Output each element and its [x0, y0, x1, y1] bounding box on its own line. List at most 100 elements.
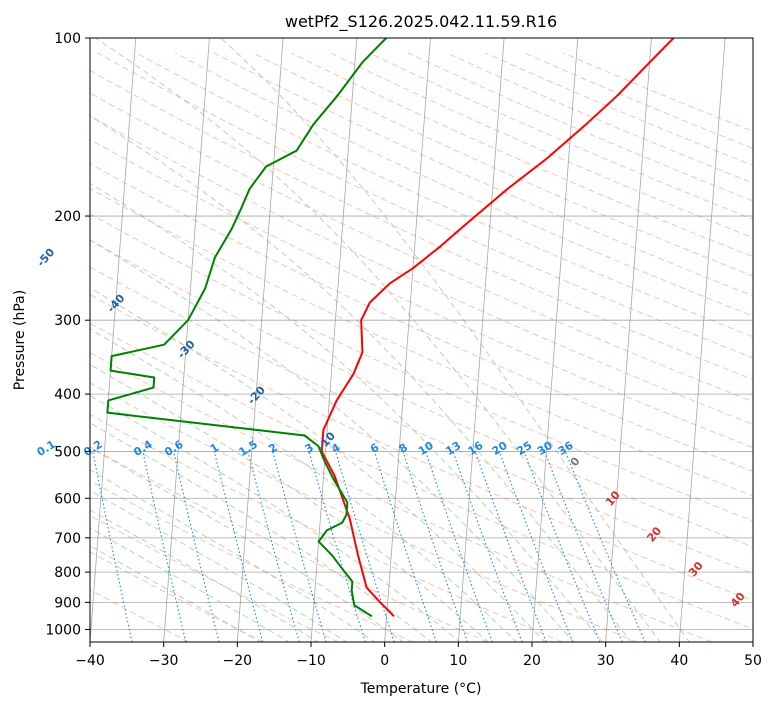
x-tick-label: 0 [380, 653, 389, 669]
isotherm [457, 38, 505, 642]
dry-adiabat [90, 322, 753, 630]
mixing-ratio-line [308, 451, 366, 642]
mixing-ratio-label: 1 [208, 441, 221, 456]
mixing-ratio-label: 0.6 [162, 438, 186, 460]
y-tick-label: 1000 [45, 622, 81, 638]
moist-adiabat [90, 239, 575, 642]
isotherm [90, 38, 137, 642]
moist-adiabat [220, 38, 690, 642]
dry-adiabat-label: -40 [105, 291, 128, 315]
moist-adiabat [90, 287, 546, 642]
x-axis: −40 −30 −20 −10 0 10 20 30 40 50 [75, 642, 762, 669]
x-tick-label: −10 [296, 653, 326, 669]
x-tick-label: 20 [523, 653, 541, 669]
isotherms [90, 38, 753, 642]
mixing-ratio-line [142, 451, 187, 642]
profile-series [106, 38, 675, 618]
moist-adiabat [90, 545, 262, 642]
dry-adiabat [90, 382, 638, 642]
moist-adiabat [90, 422, 433, 642]
mixing-ratio-label: 0.4 [131, 438, 155, 460]
dry-adiabat [90, 413, 563, 642]
isotherm [678, 38, 726, 642]
moist-adiabat [90, 446, 404, 642]
moist-adiabat [90, 527, 291, 642]
mixing-ratio-label: 1.5 [237, 438, 260, 459]
y-axis: 100 200 300 400 500 600 700 800 900 1000 [45, 31, 90, 638]
mixing-ratio-line [425, 451, 493, 642]
mixing-ratio-line [92, 451, 133, 642]
dry-adiabat [407, 52, 753, 202]
dry-adiabat [174, 52, 753, 317]
moist-adiabat-label: 40 [728, 590, 748, 610]
y-tick-label: 500 [54, 444, 81, 460]
dry-adiabat-label: -30 [175, 337, 198, 361]
dry-adiabat [90, 163, 753, 472]
dry-adiabat [291, 52, 753, 258]
mixing-ratio-line [452, 451, 523, 642]
dry-adiabat [90, 352, 712, 642]
dry-adiabat [368, 52, 753, 220]
dry-adiabat [90, 551, 264, 642]
moist-adiabat [90, 509, 319, 642]
mixing-ratio-lines [92, 451, 646, 642]
dry-adiabat [90, 294, 753, 602]
isotherm [236, 38, 284, 642]
isotherm [310, 38, 358, 642]
isotherm [752, 636, 753, 642]
mixing-ratio-line [247, 451, 300, 642]
moist-adiabat [90, 394, 461, 642]
dry-adiabat [90, 239, 753, 548]
mixing-ratio-label: 0.2 [81, 438, 104, 459]
moist-adiabat [95, 38, 661, 642]
reference-line-labels: 0.10.20.40.611.52346810131620253036-100-… [34, 246, 748, 610]
dry-adiabat [90, 70, 753, 381]
plot-area [90, 38, 753, 642]
y-axis-title: Pressure (hPa) [12, 290, 28, 390]
x-tick-label: 40 [670, 653, 688, 669]
y-tick-label: 700 [54, 531, 81, 547]
dry-adiabat [213, 52, 753, 297]
mixing-ratio-line [402, 451, 469, 642]
moist-adiabat-label: 0 [568, 454, 583, 468]
x-tick-label: −40 [75, 653, 105, 669]
dry-adiabat [90, 446, 488, 642]
x-axis-title: Temperature (°C) [360, 681, 482, 697]
y-tick-label: 900 [54, 595, 81, 611]
moist-adiabat-label: 10 [603, 488, 623, 508]
isotherm [531, 38, 579, 642]
temperature-line [320, 38, 675, 617]
y-tick-label: 200 [54, 209, 81, 225]
moist-adiabat [90, 182, 603, 642]
mixing-ratio-line [335, 451, 395, 642]
mixing-ratio-label: 30 [535, 439, 555, 458]
isotherm [605, 38, 652, 642]
moist-adiabat [90, 115, 632, 642]
moist-adiabat [90, 328, 518, 642]
y-tick-label: 300 [54, 313, 81, 329]
x-tick-label: 10 [449, 653, 467, 669]
mixing-ratio-line [173, 451, 220, 642]
mixing-ratio-label: 20 [490, 439, 510, 458]
moist-adiabat-label: 30 [686, 559, 706, 579]
mixing-ratio-line [272, 451, 327, 642]
moist-adiabats [90, 38, 690, 642]
dewpoint-line [106, 38, 387, 618]
moist-adiabat [90, 363, 489, 642]
dry-adiabat [90, 138, 753, 449]
mixing-ratio-label: 13 [443, 439, 463, 458]
x-tick-label: −20 [223, 653, 253, 669]
mixing-ratio-line [544, 451, 623, 642]
dry-adiabat [90, 92, 753, 403]
dry-adiabat [90, 589, 190, 642]
dry-adiabat [90, 213, 753, 522]
moist-adiabat-label: 20 [644, 524, 664, 544]
x-tick-label: −30 [149, 653, 179, 669]
dry-adiabat [90, 480, 414, 642]
isotherm [163, 38, 210, 642]
y-tick-label: 600 [54, 491, 81, 507]
mixing-ratio-line [564, 451, 646, 642]
pressure-gridlines [90, 38, 753, 630]
